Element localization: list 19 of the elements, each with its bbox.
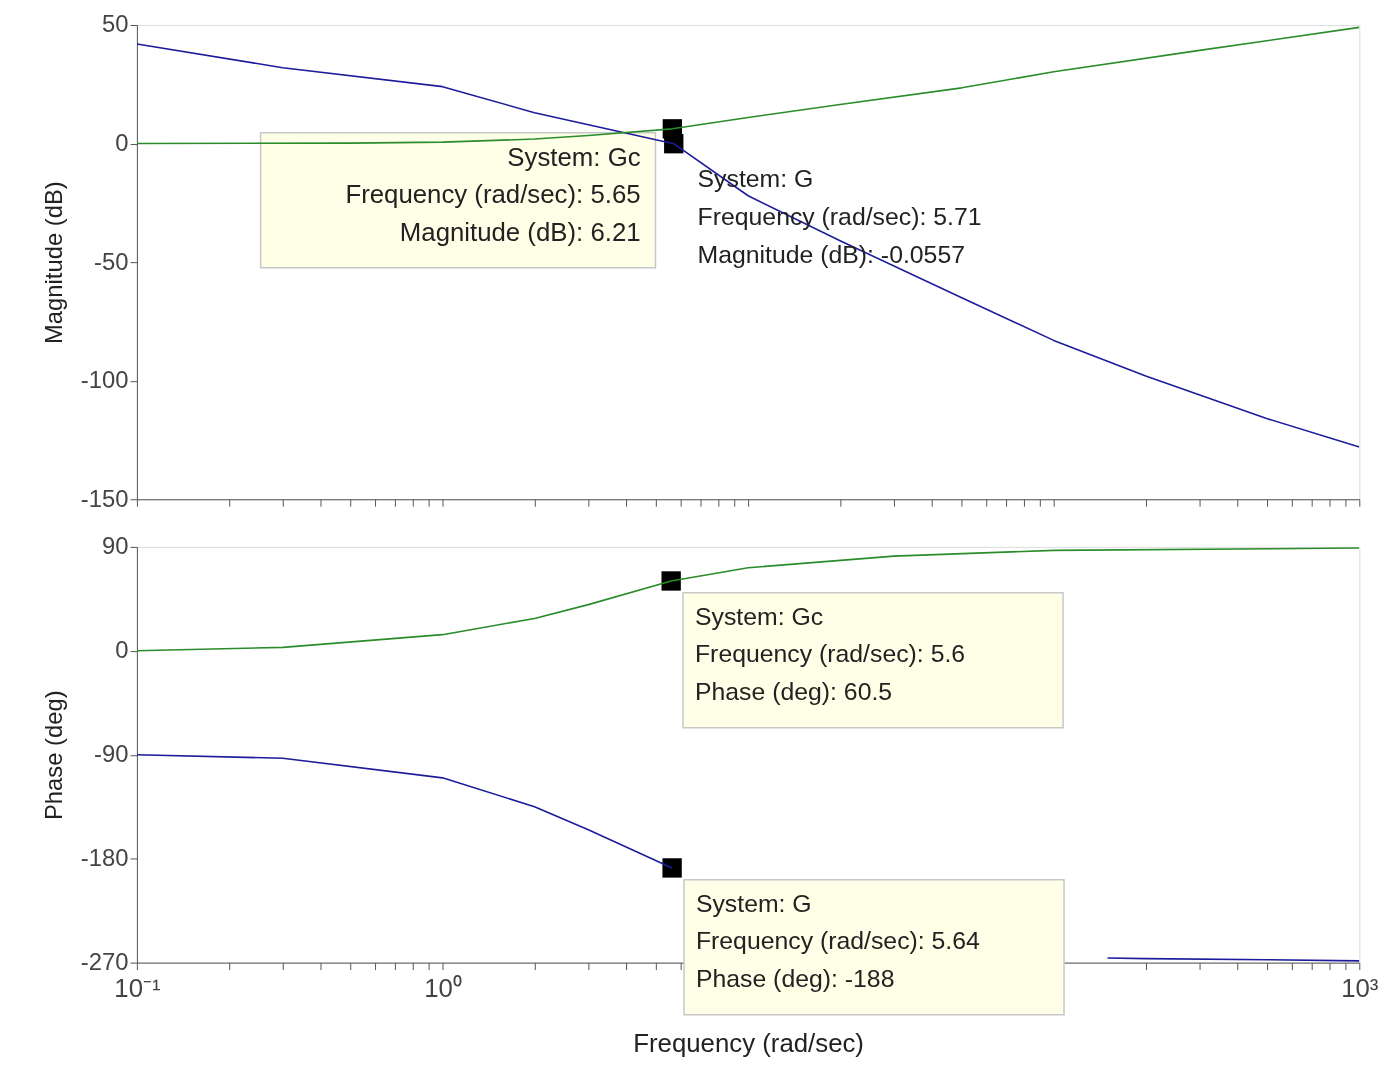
y-tick-label: 90 [102, 532, 129, 560]
annotation: System: Gc Frequency (rad/sec): 5.6 Phase (deg): 60.5 [694, 602, 966, 706]
y-tick-label: -150 [80, 484, 129, 512]
annotation: System: G Frequency (rad/sec): 5.64 Phase (deg): -188 [695, 889, 981, 992]
y-tick-label: -90 [94, 740, 129, 768]
y-tick-label: -270 [80, 948, 129, 976]
x-tick-label: 10³ [1341, 973, 1379, 1002]
x-tick-label: 10⁰ [424, 973, 462, 1002]
y-tick-label: 50 [102, 10, 129, 38]
y-tick-label: 0 [115, 636, 129, 664]
y-tick-label: -180 [80, 844, 129, 872]
y-tick-label: -100 [80, 366, 129, 394]
x-axis-title: Frequency (rad/sec) [633, 1029, 864, 1058]
y-axis-title: Phase (deg) [39, 690, 67, 821]
annotation: System: Gc Frequency (rad/sec): 5.65 Magnitude (dB): 6.21 [345, 142, 641, 246]
y-axis-title: Magnitude (dB) [39, 181, 67, 344]
y-tick-label: -50 [94, 247, 129, 275]
x-tick-label: 10⁻¹ [114, 973, 161, 1002]
y-tick-label: 0 [115, 129, 129, 157]
